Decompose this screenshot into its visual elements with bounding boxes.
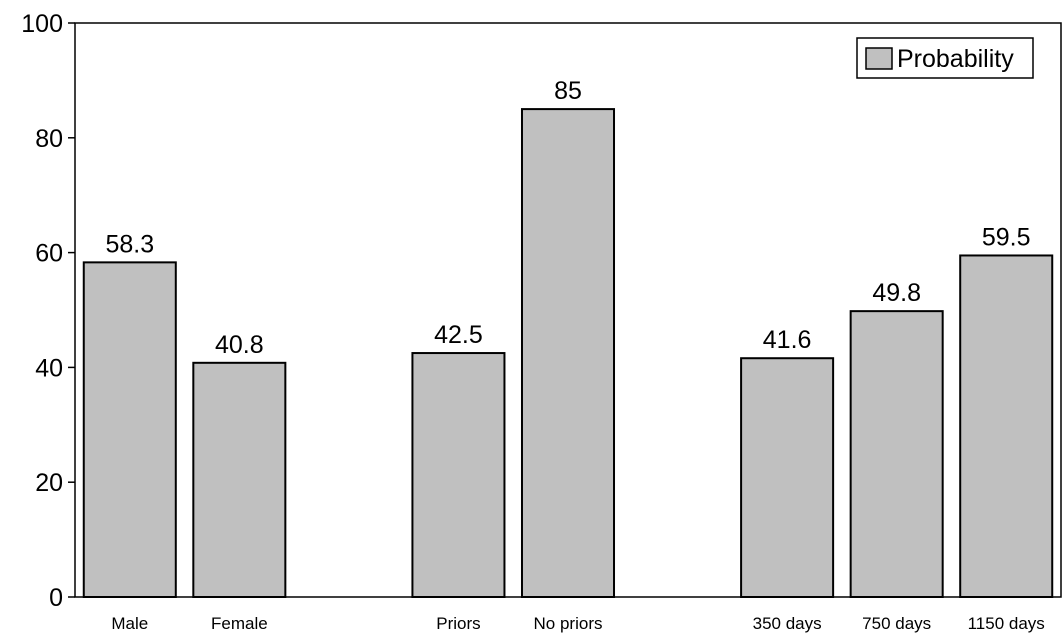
bar [192,361,287,599]
bar [520,108,616,598]
bar-value-label: 41.6 [763,326,812,354]
x-tick-label: 350 days [753,614,822,633]
bar-value-label: 85 [554,77,582,105]
bar-value-label: 59.5 [982,223,1031,251]
x-tick-label: Female [211,614,268,633]
y-tick-label: 60 [35,240,63,268]
y-tick-label: 80 [35,125,63,153]
bar-value-label: 42.5 [434,321,483,349]
x-axis: Male Female Priors No priors 350 days 750 day… [111,614,1044,633]
x-tick-label: Priors [436,614,480,633]
bar [849,310,944,598]
bar [411,352,506,598]
bar [82,261,177,598]
bar [740,357,835,598]
y-tick-label: 100 [21,10,63,38]
bar-value-label: 40.8 [215,331,264,359]
legend-label: Probability [897,45,1014,73]
bars-group: 58.3 40.8 42.5 85 41.6 49.8 59.5 [82,77,1054,599]
y-tick-label: 20 [35,469,63,497]
x-tick-label: No priors [534,614,603,633]
legend: Probability [856,37,1034,79]
y-axis: 0 20 40 60 80 100 [21,10,75,612]
x-tick-label: Male [111,614,148,633]
y-tick-label: 0 [49,584,63,612]
bar [959,254,1054,598]
x-tick-label: 750 days [862,614,931,633]
legend-swatch [865,47,893,70]
y-tick-label: 40 [35,354,63,382]
bar-value-label: 58.3 [105,230,154,258]
bar-value-label: 49.8 [872,279,921,307]
x-tick-label: 1150 days [968,614,1045,633]
